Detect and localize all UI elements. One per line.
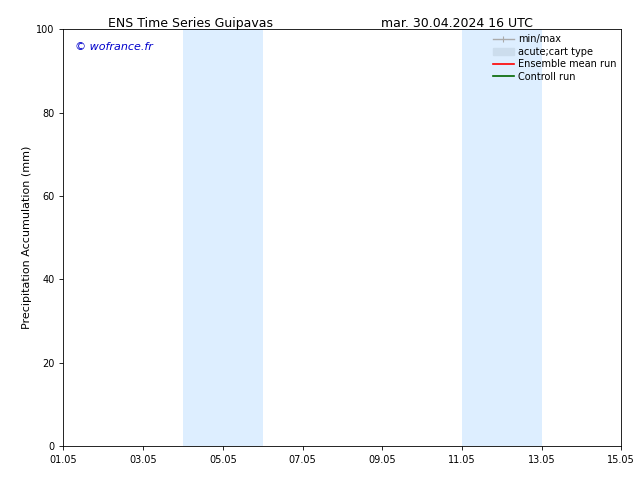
Text: mar. 30.04.2024 16 UTC: mar. 30.04.2024 16 UTC bbox=[380, 17, 533, 30]
Legend: min/max, acute;cart type, Ensemble mean run, Controll run: min/max, acute;cart type, Ensemble mean … bbox=[491, 32, 618, 83]
Bar bbox=[462, 29, 541, 446]
Y-axis label: Precipitation Accumulation (mm): Precipitation Accumulation (mm) bbox=[22, 146, 32, 329]
Text: © wofrance.fr: © wofrance.fr bbox=[75, 42, 152, 52]
Text: ENS Time Series Guipavas: ENS Time Series Guipavas bbox=[108, 17, 273, 30]
Bar bbox=[183, 29, 262, 446]
